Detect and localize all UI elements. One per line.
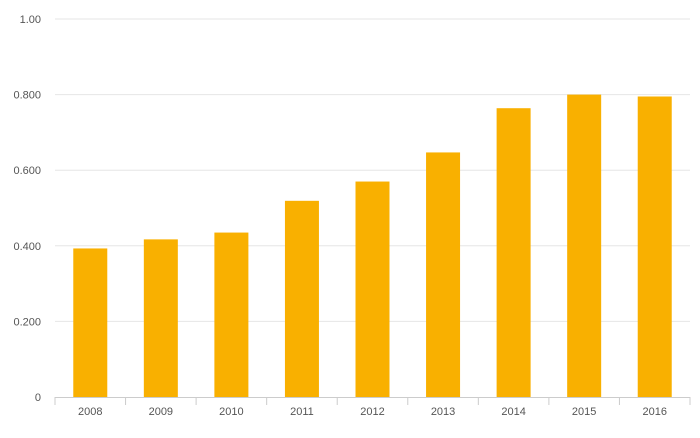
y-tick-label: 0.800 — [13, 90, 41, 102]
bar-2012 — [355, 181, 390, 397]
y-tick-label: 0.600 — [13, 165, 41, 177]
x-tick-label: 2011 — [290, 406, 314, 418]
x-tick-label: 2013 — [431, 406, 455, 418]
y-tick-label: 0.400 — [13, 241, 41, 253]
y-tick-label: 0 — [35, 392, 41, 404]
bar-2016 — [637, 96, 672, 398]
x-tick-label: 2015 — [572, 406, 596, 418]
y-tick-label: 0.200 — [13, 316, 41, 328]
x-axis — [54, 397, 691, 405]
x-tick-label: 2016 — [642, 406, 666, 418]
x-tick-label: 2009 — [149, 406, 173, 418]
x-tick-label: 2008 — [78, 406, 102, 418]
x-tick-label: 2014 — [501, 406, 525, 418]
bar-2015 — [567, 94, 602, 397]
bar-2014 — [496, 108, 531, 397]
x-tick-label: 2010 — [219, 406, 243, 418]
bar-2010 — [214, 232, 249, 397]
bar-2009 — [143, 239, 178, 397]
bar-2011 — [284, 200, 319, 397]
bar-2013 — [426, 152, 461, 397]
bar-2008 — [73, 248, 108, 397]
y-tick-label: 1.00 — [20, 14, 41, 26]
x-tick-label: 2012 — [360, 406, 384, 418]
y-axis-tick-labels: 0 0.200 0.400 0.600 0.800 1.00 — [13, 14, 41, 404]
x-axis-tick-labels: 2008 2009 2010 2011 2012 2013 2014 2015 2016 — [78, 406, 667, 418]
bars — [73, 94, 672, 398]
